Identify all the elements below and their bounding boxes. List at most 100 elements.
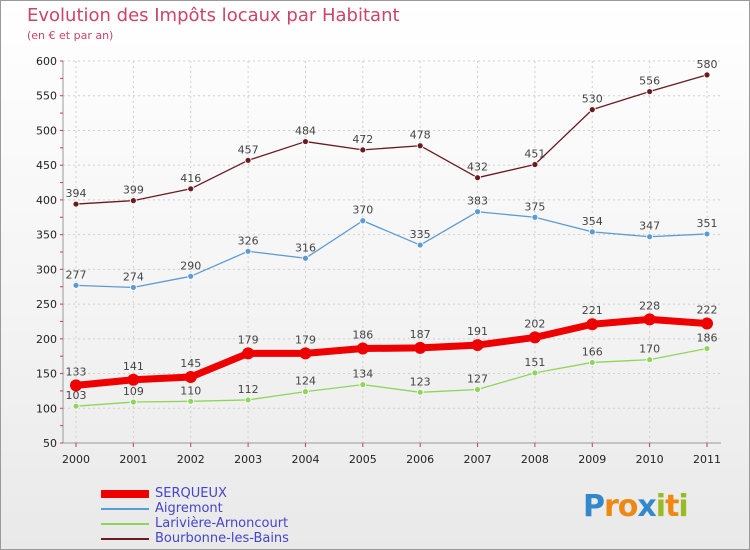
legend-item-lariviere-arnoncourt: Larivière-Arnoncourt [101,516,289,531]
data-label-bourbonne-les-bains-2006: 478 [410,129,431,142]
data-point-serqueux-2002 [184,371,197,384]
data-point-aigremont-2006 [416,241,424,249]
data-label-serqueux-2009: 221 [582,304,603,317]
x-tick-label-2010: 2010 [636,453,664,466]
data-label-bourbonne-les-bains-2008: 451 [524,147,545,160]
data-point-lariviere-arnoncourt-2002 [187,397,195,405]
x-tick-label-2009: 2009 [578,453,606,466]
data-point-lariviere-arnoncourt-2003 [244,396,252,404]
data-label-aigremont-2009: 354 [582,215,603,228]
series-line-aigremont [75,211,708,289]
data-label-serqueux-2005: 186 [352,329,373,342]
data-label-aigremont-2003: 326 [238,234,259,247]
series-line-lariviere-arnoncourt [75,347,708,407]
data-label-lariviere-arnoncourt-2008: 151 [524,356,545,369]
y-tick-label-200: 200 [36,333,57,346]
data-label-bourbonne-les-bains-2005: 472 [352,133,373,146]
data-label-bourbonne-les-bains-2007: 432 [467,161,488,174]
data-point-aigremont-2003 [244,247,252,255]
x-tick-label-2007: 2007 [464,453,492,466]
data-point-serqueux-2011 [701,317,713,330]
data-label-serqueux-2003: 179 [238,333,259,346]
legend-label-bourbonne-les-bains: Bourbonne-les-Bains [155,531,289,546]
legend-swatch-lariviere-arnoncourt [101,522,149,525]
data-point-lariviere-arnoncourt-2000 [72,402,80,410]
data-point-bourbonne-les-bains-2005 [359,146,367,154]
data-point-lariviere-arnoncourt-2005 [359,381,367,389]
data-label-aigremont-2008: 375 [524,200,545,213]
data-label-aigremont-2001: 274 [123,270,144,283]
data-label-serqueux-2010: 228 [639,299,660,312]
y-tick-label-100: 100 [36,402,57,415]
x-tick-label-2011: 2011 [693,453,721,466]
y-tick-label-50: 50 [43,437,57,450]
legend-item-bourbonne-les-bains: Bourbonne-les-Bains [101,531,289,546]
data-point-aigremont-2000 [72,281,80,289]
data-label-bourbonne-les-bains-2010: 556 [639,75,660,88]
y-tick-label-400: 400 [36,194,57,207]
data-point-bourbonne-les-bains-2008 [531,161,539,168]
data-point-bourbonne-les-bains-2001 [129,197,137,205]
data-label-serqueux-2000: 133 [66,365,87,378]
data-point-serqueux-2005 [356,342,369,355]
y-tick-label-150: 150 [36,368,57,381]
legend-item-aigremont: Aigremont [101,501,289,516]
data-label-serqueux-2002: 145 [180,357,201,370]
x-tick-label-2008: 2008 [521,453,549,466]
x-tick-label-2001: 2001 [119,453,147,466]
data-point-bourbonne-les-bains-2011 [703,71,711,79]
legend-label-serqueux: SERQUEUX [155,486,227,501]
data-label-aigremont-2002: 290 [180,259,201,272]
y-tick-label-300: 300 [36,263,57,276]
data-point-aigremont-2007 [474,208,481,216]
data-label-bourbonne-les-bains-2000: 394 [66,187,87,200]
data-point-bourbonne-les-bains-2000 [72,200,80,208]
data-point-serqueux-2010 [643,313,656,326]
data-point-lariviere-arnoncourt-2009 [588,359,596,366]
data-label-serqueux-2006: 187 [410,328,431,341]
data-point-aigremont-2008 [531,213,539,221]
y-tick-label-600: 600 [36,55,57,68]
y-tick-label-500: 500 [36,124,57,137]
x-tick-label-2006: 2006 [406,453,434,466]
x-tick-label-2003: 2003 [234,453,262,466]
data-label-aigremont-2004: 316 [295,241,316,254]
data-label-lariviere-arnoncourt-2001: 109 [123,385,144,398]
data-label-aigremont-2010: 347 [639,220,660,233]
data-point-serqueux-2000 [70,379,82,392]
y-tick-label-450: 450 [36,159,57,172]
data-point-aigremont-2005 [359,217,367,225]
data-label-serqueux-2004: 179 [295,333,316,346]
data-point-bourbonne-les-bains-2009 [588,106,596,114]
data-label-lariviere-arnoncourt-2006: 123 [410,375,431,388]
x-tick-label-2004: 2004 [291,453,319,466]
x-tick-label-2000: 2000 [62,453,90,466]
series-line-bourbonne-les-bains [75,74,708,205]
legend-swatch-serqueux [101,489,149,498]
series-line-serqueux [72,315,711,389]
legend-label-lariviere-arnoncourt: Larivière-Arnoncourt [155,516,289,531]
data-point-serqueux-2009 [586,318,599,331]
data-label-bourbonne-les-bains-2002: 416 [180,172,201,185]
data-label-bourbonne-les-bains-2003: 457 [238,143,259,156]
y-tick-label-250: 250 [36,298,57,311]
data-label-bourbonne-les-bains-2004: 484 [295,125,316,138]
data-point-aigremont-2001 [129,284,137,291]
data-label-serqueux-2001: 141 [123,360,144,373]
data-point-serqueux-2006 [414,341,427,354]
data-point-bourbonne-les-bains-2002 [187,185,195,193]
data-label-aigremont-2000: 277 [66,268,87,281]
chart-legend: SERQUEUX Aigremont Larivière-Arnoncourt … [101,486,289,546]
data-label-lariviere-arnoncourt-2011: 186 [697,332,718,345]
data-point-serqueux-2003 [242,347,255,360]
legend-swatch-aigremont [101,507,149,510]
data-point-serqueux-2007 [471,339,484,352]
data-label-serqueux-2007: 191 [467,325,488,338]
data-label-bourbonne-les-bains-2001: 399 [123,184,144,197]
data-point-aigremont-2002 [187,272,195,280]
data-point-lariviere-arnoncourt-2011 [703,345,711,352]
data-label-serqueux-2008: 202 [524,317,545,330]
data-point-bourbonne-les-bains-2003 [244,156,252,164]
data-label-lariviere-arnoncourt-2007: 127 [467,373,488,386]
